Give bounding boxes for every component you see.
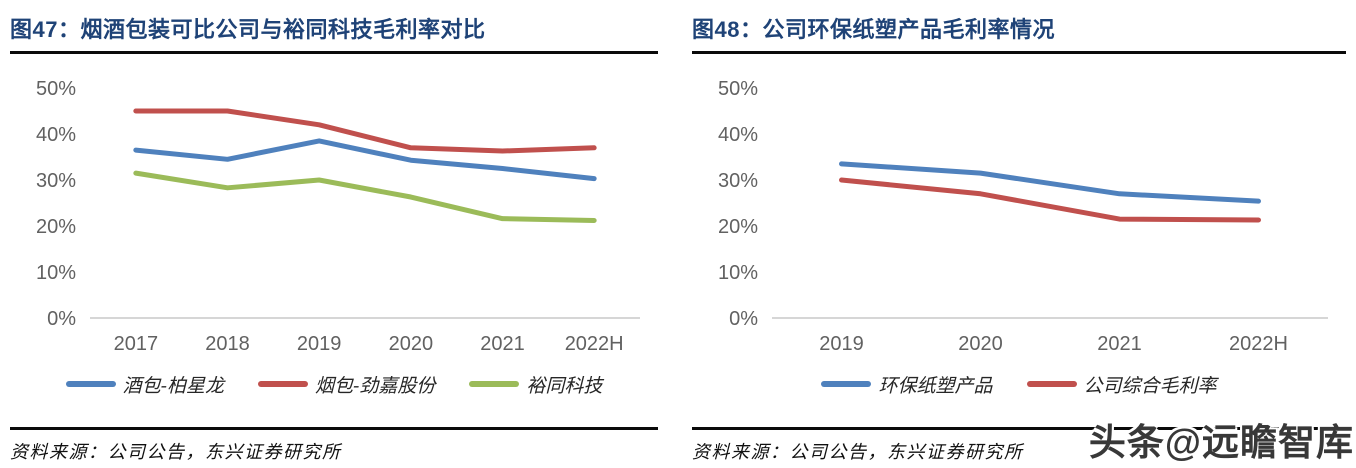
y-tick-label: 50%: [36, 78, 76, 100]
watermark: 头条@远瞻智库: [1088, 422, 1354, 463]
source-divider: [692, 427, 1346, 430]
series-line-酒包-柏星龙: [133, 138, 597, 182]
source-text: 资料来源：公司公告，东兴证券研究所: [10, 442, 342, 463]
y-tick-label: 40%: [718, 124, 758, 146]
legend-item-环保纸塑产品: 环保纸塑产品: [821, 371, 993, 398]
y-tick-label: 0%: [729, 308, 758, 330]
legend-swatch: [821, 381, 872, 387]
x-tick-label: 2019: [297, 333, 342, 355]
chart-canvas: 0% 10% 20% 30% 40% 50% 2017 2018 2019 2020 2021 202…: [36, 78, 640, 355]
x-tick-label: 2020: [958, 333, 1003, 355]
legend-swatch: [257, 381, 308, 387]
chart-legend: 环保纸塑产品 公司综合毛利率: [692, 370, 1346, 398]
legend-item-酒包-柏星龙: 酒包-柏星龙: [65, 371, 224, 398]
legend-swatch: [1026, 381, 1077, 387]
figure-47: 图47：烟酒包装可比公司与裕同科技毛利率对比 0% 10% 20% 30% 40% 50%…: [10, 0, 658, 468]
x-tick-label: 2017: [114, 333, 159, 355]
line-chart-48: 0% 10% 20% 30% 40% 50% 2019 2020 2021 2022H: [692, 58, 1346, 368]
x-tick-label: 2022H: [1229, 333, 1288, 355]
y-tick-label: 0%: [47, 308, 76, 330]
legend-label: 酒包-柏星龙: [122, 374, 224, 397]
title-divider: [10, 51, 658, 54]
series-line-烟包-劲嘉股份: [133, 108, 597, 154]
x-tick-label: 2018: [205, 333, 250, 355]
figure-caption: 图48：公司环保纸塑产品毛利率情况: [692, 17, 1055, 42]
source-text: 资料来源：公司公告，东兴证券研究所: [692, 442, 1024, 463]
legend-swatch: [65, 381, 116, 387]
y-tick-label: 20%: [36, 216, 76, 238]
chart-legend: 酒包-柏星龙 烟包-劲嘉股份 裕同科技: [10, 370, 658, 398]
legend-swatch: [469, 381, 520, 387]
x-tick-label: 2020: [389, 333, 434, 355]
y-tick-label: 30%: [36, 170, 76, 192]
legend-item-公司综合毛利率: 公司综合毛利率: [1026, 371, 1217, 398]
x-tick-label: 2019: [819, 333, 864, 355]
line-chart-47: 0% 10% 20% 30% 40% 50% 2017 2018 2019 2020 2021 202…: [10, 58, 658, 368]
figure-48: 图48：公司环保纸塑产品毛利率情况 0% 10% 20% 30% 40% 50% 2019 2…: [692, 0, 1346, 468]
y-tick-label: 20%: [718, 216, 758, 238]
chart-canvas: 0% 10% 20% 30% 40% 50% 2019 2020 2021 2022H: [718, 78, 1328, 355]
y-tick-label: 10%: [718, 262, 758, 284]
legend-item-裕同科技: 裕同科技: [469, 371, 602, 398]
series-line-环保纸塑产品: [839, 161, 1261, 204]
legend-label: 裕同科技: [526, 374, 603, 397]
figure-caption: 图47：烟酒包装可比公司与裕同科技毛利率对比: [10, 17, 486, 42]
series-line-公司综合毛利率: [839, 177, 1261, 223]
x-tick-label: 2021: [480, 333, 525, 355]
legend-label: 烟包-劲嘉股份: [314, 374, 436, 397]
x-tick-label: 2021: [1097, 333, 1142, 355]
figure-footer: 资料来源：公司公告，东兴证券研究所: [10, 427, 658, 464]
y-tick-label: 10%: [36, 262, 76, 284]
y-tick-label: 40%: [36, 124, 76, 146]
legend-label: 公司综合毛利率: [1083, 374, 1217, 397]
series-line-裕同科技: [133, 170, 597, 223]
figure-footer: 资料来源：公司公告，东兴证券研究所: [692, 427, 1346, 464]
source-divider: [10, 427, 658, 430]
y-tick-label: 50%: [718, 78, 758, 100]
legend-label: 环保纸塑产品: [878, 374, 993, 397]
x-tick-label: 2022H: [565, 333, 624, 355]
legend-item-烟包-劲嘉股份: 烟包-劲嘉股份: [257, 371, 436, 398]
y-tick-label: 30%: [718, 170, 758, 192]
title-divider: [692, 51, 1346, 54]
